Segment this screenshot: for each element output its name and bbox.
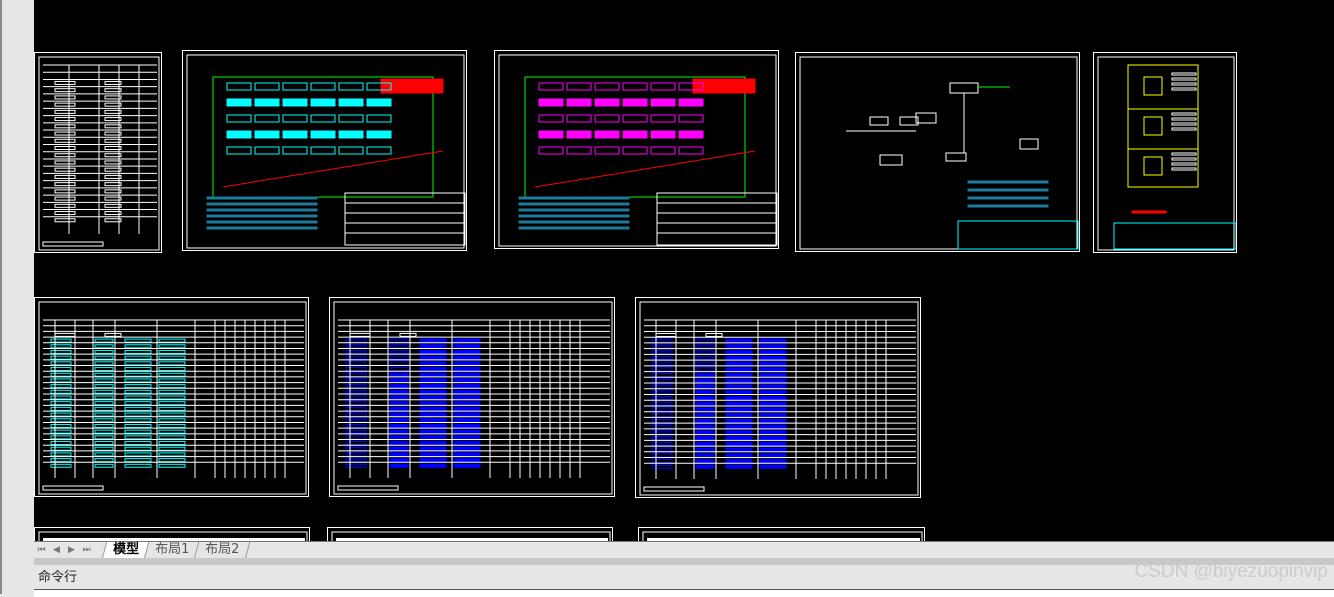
drawing-sheet-sched[interactable]: [34, 527, 310, 541]
tab-model[interactable]: 模型: [102, 542, 151, 559]
drawing-canvas[interactable]: [34, 0, 1334, 541]
next-layout-icon[interactable]: ▶: [64, 545, 79, 555]
sheet-graphics: [183, 51, 466, 250]
command-line-label: 命令行: [38, 566, 77, 585]
sheet-graphics: [636, 298, 920, 497]
drawing-sheet-table[interactable]: [34, 52, 162, 253]
sheet-graphics: [35, 298, 308, 496]
sheet-graphics: [1094, 53, 1236, 252]
first-layout-icon[interactable]: ⏮: [34, 545, 49, 555]
tab-label: 布局1: [155, 542, 189, 558]
sheet-graphics: [639, 528, 924, 541]
tab-label: 模型: [113, 542, 139, 558]
left-panel: [0, 0, 34, 594]
drawing-sheet-sched[interactable]: [327, 527, 613, 541]
tab-layout2[interactable]: 布局2: [194, 542, 251, 559]
drawing-sheet-sched[interactable]: [34, 297, 309, 497]
sheet-graphics: [796, 53, 1079, 251]
drawing-sheet-plan[interactable]: [494, 50, 779, 249]
layout-tab-bar: ⏮ ◀ ▶ ⏭ 模型 布局1 布局2: [34, 541, 1334, 558]
sheet-graphics: [495, 51, 778, 248]
tab-label: 布局2: [205, 542, 239, 558]
drawing-sheet-plan[interactable]: [182, 50, 467, 251]
drawing-sheet-detail[interactable]: [1093, 52, 1237, 253]
sheet-graphics: [35, 528, 309, 541]
drawing-sheet-sched[interactable]: [329, 297, 615, 497]
drawing-sheet-sched[interactable]: [635, 297, 921, 498]
last-layout-icon[interactable]: ⏭: [79, 545, 94, 555]
watermark: CSDN @biyezuopinvip: [1134, 561, 1328, 583]
drawing-sheet-sched[interactable]: [638, 527, 925, 541]
sheet-graphics: [330, 298, 614, 496]
tab-layout1[interactable]: 布局1: [144, 542, 201, 559]
command-input[interactable]: [34, 589, 1334, 597]
sheet-graphics: [35, 53, 161, 252]
drawing-sheet-diagram[interactable]: [795, 52, 1080, 252]
sheet-graphics: [328, 528, 612, 541]
prev-layout-icon[interactable]: ◀: [49, 545, 64, 555]
